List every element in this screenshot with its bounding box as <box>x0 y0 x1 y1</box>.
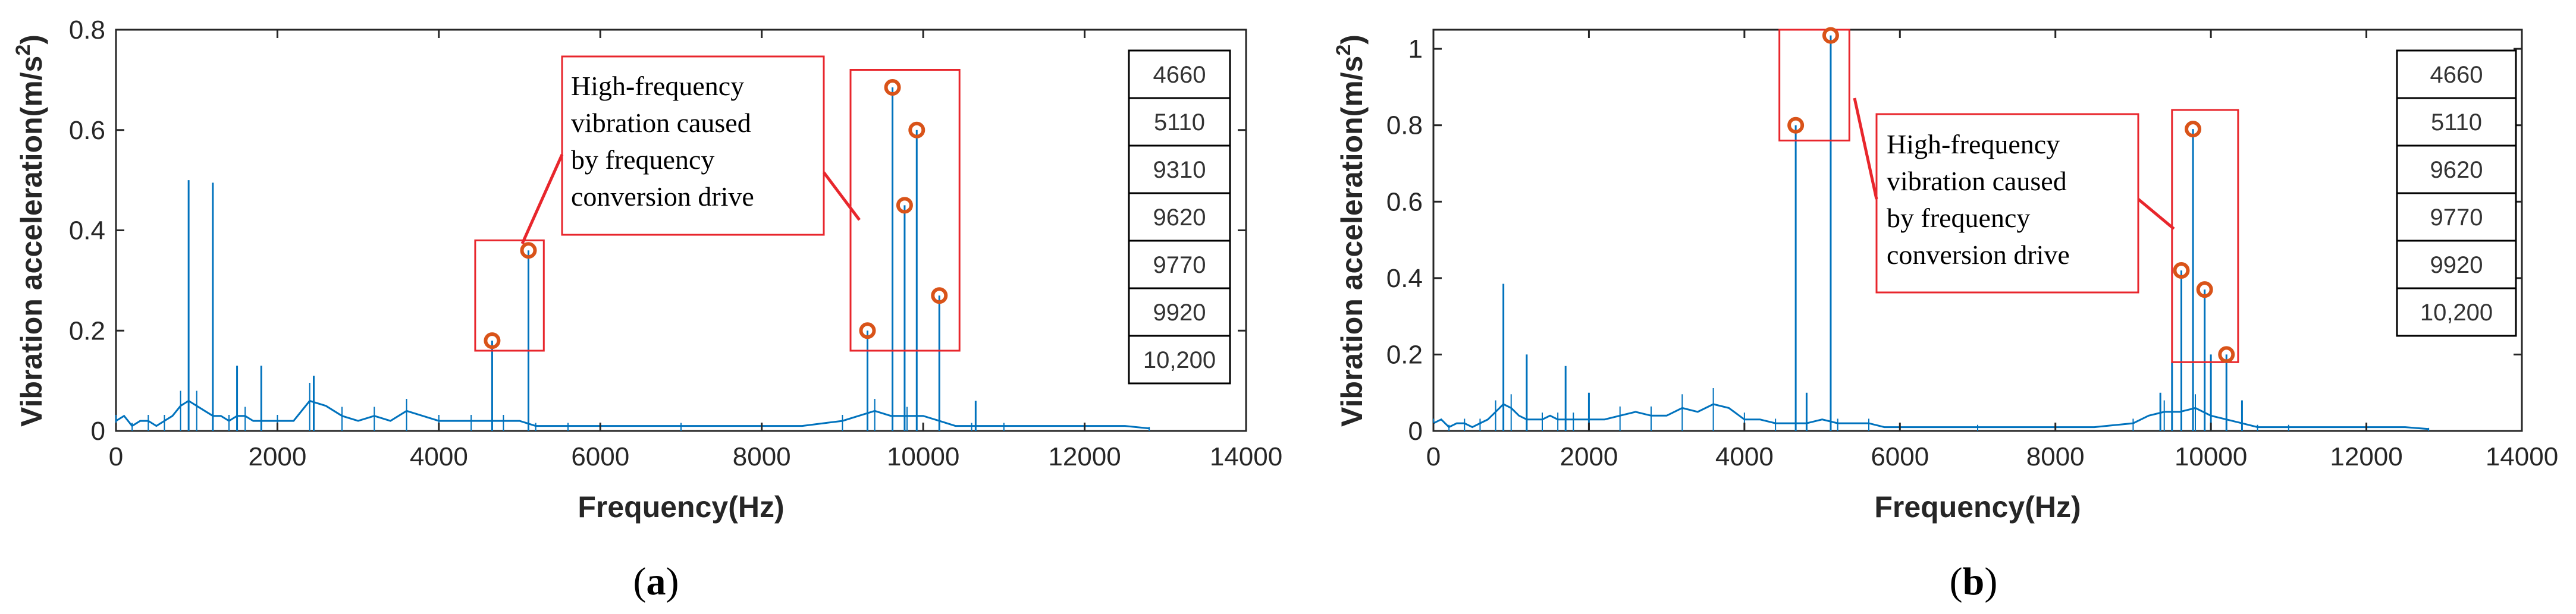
legend-cell <box>2396 144 2517 194</box>
legend-value: 9920 <box>2430 252 2483 278</box>
peak-marker <box>896 197 913 214</box>
annotation-box-b <box>1875 113 2139 294</box>
peak-marker <box>859 322 876 339</box>
y-tick-label: 0.6 <box>69 116 105 145</box>
legend-cell <box>2396 287 2517 337</box>
frequency-legend-a: 4660 5110 9310 9620 9770 9920 10,200 <box>1128 49 1231 385</box>
y-tick-label: 0 <box>1408 417 1423 446</box>
x-tick-label: 14000 <box>2486 442 2558 471</box>
x-tick-label: 2000 <box>248 442 306 471</box>
x-axis-label-a: Frequency(Hz) <box>578 490 784 524</box>
annotation-line-2-b: vibration caused <box>1887 166 2067 196</box>
peak-marker <box>931 287 948 304</box>
legend-value: 9620 <box>1153 204 1206 231</box>
y-tick-label: 0.2 <box>1386 340 1423 369</box>
x-tick-label: 2000 <box>1560 442 1618 471</box>
peak-marker <box>908 121 925 138</box>
chart-panel-a: 0 2000 4000 6000 8000 10000 12000 14000 0 0.2 0.4 0… <box>12 15 1282 603</box>
x-tick-label: 12000 <box>2330 442 2402 471</box>
chart-panel-b: 0 2000 4000 6000 8000 10000 12000 14000 0 0.2 0.4 0… <box>1332 27 2558 603</box>
x-tick-label: 0 <box>1426 442 1441 471</box>
highlight-box <box>474 239 545 352</box>
legend-cell <box>2396 97 2517 147</box>
legend-value: 5110 <box>2431 109 2482 136</box>
x-tick-label: 12000 <box>1048 442 1121 471</box>
x-tick-label: 4000 <box>410 442 468 471</box>
y-tick-label: 1 <box>1408 34 1423 64</box>
annotation-box-a <box>561 55 825 236</box>
peak-marker <box>2196 281 2213 298</box>
legend-cell <box>2396 192 2517 242</box>
x-tick-label: 10000 <box>887 442 959 471</box>
y-tick-label: 0.6 <box>1386 187 1423 216</box>
x-tick-label: 14000 <box>1210 442 1282 471</box>
y-tick-label: 0.4 <box>69 216 105 245</box>
legend-value: 10,200 <box>1143 347 1216 373</box>
annotation-pointer-left-b <box>1853 97 1878 200</box>
peak-marker <box>484 332 501 349</box>
peak-marker <box>884 79 901 96</box>
y-tick-label: 0 <box>91 417 105 446</box>
legend-cell <box>1128 144 1231 194</box>
legend-value: 5110 <box>1154 109 1205 136</box>
legend-value: 4660 <box>2430 62 2483 88</box>
legend-value: 9770 <box>1153 252 1206 278</box>
legend-value: 9310 <box>1153 157 1206 183</box>
legend-cell <box>2396 240 2517 289</box>
y-tick-label: 0.4 <box>1386 264 1423 293</box>
y-axis-label-b: Vibration acceleration(m/s2) <box>1332 34 1369 427</box>
x-tick-label: 10000 <box>2175 442 2247 471</box>
x-tick-label: 6000 <box>1871 442 1929 471</box>
peak-marker <box>520 242 537 259</box>
x-tick-label: 8000 <box>2026 442 2085 471</box>
x-tick-label: 4000 <box>1715 442 1774 471</box>
legend-value: 4660 <box>1153 62 1206 88</box>
peak-marker <box>1787 116 1805 134</box>
frequency-legend-b: 4660 5110 9620 9770 9920 10,200 <box>2396 49 2517 337</box>
y-tick-label: 0.8 <box>69 15 105 45</box>
legend-value: 9770 <box>2430 204 2483 231</box>
x-tick-label: 6000 <box>571 442 629 471</box>
peak-marker <box>2173 262 2190 279</box>
panel-label-b: (b) <box>1950 560 1998 603</box>
annotation-pointer-left-a <box>520 153 564 245</box>
panel-label-a: (a) <box>633 560 679 603</box>
legend-value: 9620 <box>2430 157 2483 183</box>
y-tick-label: 0.2 <box>69 316 105 345</box>
highlight-box <box>2171 109 2239 363</box>
legend-value: 10,200 <box>2420 300 2493 326</box>
x-tick-label: 8000 <box>733 442 791 471</box>
x-axis-label-b: Frequency(Hz) <box>1874 490 2081 524</box>
peak-marker <box>2185 121 2202 138</box>
peak-marker <box>1822 27 1839 44</box>
annotation-pointer-right-a <box>823 171 861 221</box>
y-axis-label-a: Vibration acceleration(m/s2) <box>12 34 48 427</box>
annotation-line-1-b: High-frequency <box>1887 129 2060 159</box>
annotation-pointer-right-b <box>2137 198 2175 230</box>
peak-marker <box>2218 346 2235 363</box>
annotation-line-4-a: conversion drive <box>571 181 754 212</box>
highlight-box <box>1778 29 1850 141</box>
annotation-line-3-a: by frequency <box>571 144 714 175</box>
annotation-line-1-a: High-frequency <box>571 71 744 101</box>
legend-cell <box>1128 335 1231 385</box>
annotation-line-2-a: vibration caused <box>571 108 751 138</box>
legend-value: 9920 <box>1153 300 1206 326</box>
y-tick-label: 0.8 <box>1386 111 1423 140</box>
annotation-line-3-b: by frequency <box>1887 203 2030 233</box>
x-tick-label: 0 <box>109 442 123 471</box>
annotation-line-4-b: conversion drive <box>1887 240 2070 270</box>
